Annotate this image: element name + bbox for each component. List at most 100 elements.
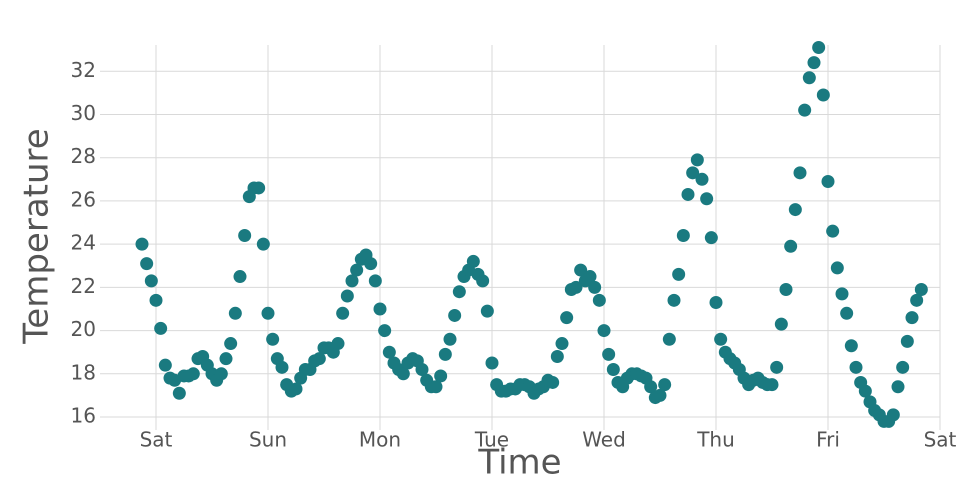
point	[350, 263, 364, 277]
point	[676, 229, 690, 242]
y-tick-label: 16	[71, 404, 96, 428]
y-tick-label: 32	[71, 58, 96, 82]
point	[644, 380, 658, 394]
point	[602, 347, 616, 361]
y-tick-label: 20	[71, 317, 96, 341]
point	[373, 302, 387, 316]
point	[252, 181, 266, 195]
point	[312, 352, 326, 366]
point	[844, 339, 858, 353]
point	[914, 283, 928, 297]
point	[690, 153, 704, 167]
point	[466, 254, 480, 268]
point	[849, 360, 863, 374]
point	[340, 289, 354, 303]
point	[802, 71, 816, 85]
point	[784, 239, 798, 253]
point	[788, 203, 802, 217]
y-tick-label: 28	[71, 144, 96, 168]
point	[555, 337, 569, 351]
y-tick-label: 22	[71, 274, 96, 298]
point	[695, 172, 709, 186]
point	[560, 311, 574, 325]
point	[438, 347, 452, 361]
point	[224, 337, 238, 351]
point	[905, 311, 919, 325]
point	[681, 187, 695, 201]
point	[172, 386, 186, 400]
point	[700, 192, 714, 206]
point	[345, 274, 359, 288]
point	[774, 317, 788, 331]
point	[368, 274, 382, 288]
point	[569, 280, 583, 294]
point	[672, 267, 686, 281]
point	[686, 166, 700, 180]
point	[396, 367, 410, 381]
point	[238, 229, 252, 242]
point	[364, 257, 378, 271]
point	[588, 280, 602, 294]
point	[266, 332, 280, 346]
point	[830, 261, 844, 275]
point	[900, 334, 914, 348]
point	[667, 293, 681, 307]
point	[382, 345, 396, 359]
point	[574, 263, 588, 277]
point	[480, 304, 494, 318]
point	[429, 380, 443, 394]
point	[485, 356, 499, 370]
point	[704, 231, 718, 245]
point	[910, 293, 924, 307]
x-tick-label: Tue	[474, 428, 509, 452]
point	[154, 321, 168, 335]
y-tick-label: 24	[71, 231, 96, 255]
point	[812, 40, 826, 54]
point	[158, 358, 172, 372]
point	[840, 306, 854, 320]
point	[835, 287, 849, 301]
point	[597, 324, 611, 338]
point	[891, 380, 905, 394]
point	[228, 306, 242, 320]
point	[816, 88, 830, 102]
marks	[135, 40, 928, 428]
point	[256, 237, 270, 251]
point	[140, 257, 154, 271]
x-tick-label: Sat	[140, 428, 173, 452]
point	[135, 237, 149, 251]
point	[550, 350, 564, 364]
x-tick-label: Sun	[249, 428, 287, 452]
point	[858, 384, 872, 398]
y-tick-label: 30	[71, 101, 96, 125]
point	[770, 360, 784, 374]
point	[709, 295, 723, 309]
point	[765, 378, 779, 392]
point	[793, 166, 807, 180]
point	[415, 362, 429, 376]
point	[214, 367, 228, 381]
point	[714, 332, 728, 346]
point	[452, 285, 466, 299]
point	[662, 332, 676, 346]
point	[546, 375, 560, 389]
y-tick-label: 26	[71, 187, 96, 211]
point	[826, 224, 840, 238]
point	[821, 174, 835, 188]
x-tick-label: Mon	[359, 428, 401, 452]
point	[886, 408, 900, 422]
point	[336, 306, 350, 320]
point	[658, 378, 672, 392]
point	[186, 367, 200, 381]
point	[448, 308, 462, 322]
point	[331, 337, 345, 351]
point	[261, 306, 275, 320]
point	[233, 270, 247, 284]
point	[144, 274, 158, 288]
x-axis-title: Time	[477, 443, 561, 483]
point	[807, 56, 821, 70]
point	[434, 369, 448, 383]
point	[476, 274, 490, 288]
